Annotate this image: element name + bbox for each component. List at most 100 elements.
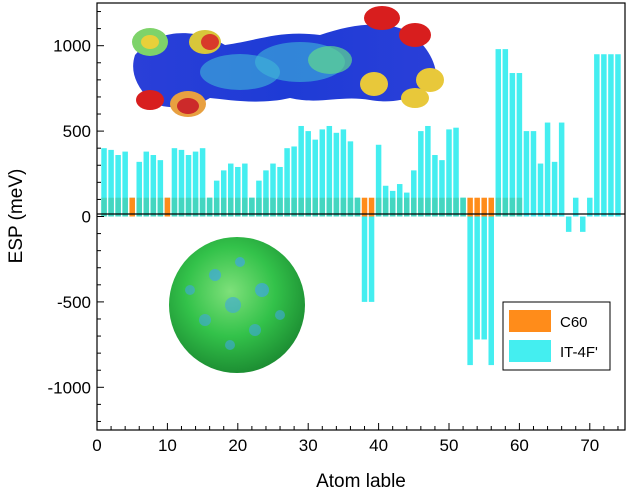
it4f-bar-67 — [565, 216, 572, 232]
c60-bar-56 — [488, 197, 494, 217]
it4f-bar-6 — [136, 161, 142, 217]
overlap-bar-41 — [382, 197, 389, 217]
it4f-bar-24 — [263, 170, 269, 217]
it4f-bar-9 — [157, 160, 164, 217]
overlap-bar-15 — [199, 197, 206, 217]
it4f-bar-12 — [178, 149, 185, 217]
overlap-bar-21 — [242, 197, 248, 217]
overlap-bar-26 — [277, 197, 283, 217]
it4f-bar-40 — [375, 144, 382, 217]
legend-label-it4f: IT-4F' — [560, 344, 598, 361]
c60-bar-5 — [129, 197, 135, 217]
it4f-bar-72 — [601, 54, 607, 217]
ticks-layer: 0 10 20 30 40 50 60 70 -1000 -500 0 500 1000 — [48, 11, 619, 455]
it4f-bar-18 — [220, 170, 227, 217]
overlap-bar-7 — [143, 197, 150, 217]
y-tick-label-500: 500 — [63, 122, 91, 141]
overlap-bar-51 — [453, 197, 459, 217]
it4f-bar-46 — [418, 131, 424, 217]
it4f-bar-62 — [530, 131, 537, 217]
overlap-bar-28 — [291, 197, 297, 217]
overlap-bar-30 — [305, 197, 311, 217]
it4f-bar-21 — [242, 163, 248, 217]
overlap-bar-11 — [171, 197, 178, 217]
c60-bar-55 — [481, 197, 487, 217]
it4f-bar-15 — [199, 148, 206, 217]
c60-surface-image — [169, 237, 305, 373]
molecule-surface-image — [132, 6, 444, 117]
it4f-bar-2 — [108, 149, 114, 217]
y-axis-label: ESP (meV) — [6, 169, 27, 264]
it4f-bar-61 — [523, 131, 530, 217]
overlap-bar-34 — [333, 197, 340, 217]
overlap-bar-29 — [298, 197, 304, 217]
overlap-bar-17 — [213, 197, 220, 217]
it4f-bar-38 — [361, 216, 368, 302]
overlap-bar-24 — [263, 197, 269, 217]
it4f-bar-33 — [326, 125, 333, 217]
overlap-bar-22 — [249, 197, 255, 217]
it4f-bar-55 — [481, 216, 487, 340]
it4f-bar-60 — [516, 73, 523, 217]
it4f-bar-20 — [235, 166, 241, 217]
it4f-bar-13 — [185, 155, 192, 217]
overlap-bar-48 — [432, 197, 438, 217]
it4f-bar-48 — [432, 155, 438, 217]
it4f-bar-34 — [333, 132, 340, 217]
overlap-bar-58 — [502, 197, 509, 217]
it4f-bar-39 — [368, 216, 375, 302]
c60-bar-54 — [474, 197, 480, 217]
overlap-bar-60 — [516, 197, 523, 217]
overlap-bar-45 — [411, 197, 417, 217]
it4f-bar-32 — [319, 129, 326, 217]
it4f-bar-7 — [143, 151, 150, 217]
overlap-bar-2 — [108, 197, 114, 217]
overlap-bar-25 — [270, 197, 276, 217]
it4f-bar-54 — [474, 216, 480, 340]
it4f-bar-26 — [277, 166, 283, 217]
it4f-bar-71 — [594, 54, 600, 217]
c60-bar-39 — [368, 197, 375, 217]
it4f-bar-29 — [298, 125, 304, 217]
legend: C60 IT-4F' — [502, 301, 611, 371]
it4f-bar-58 — [502, 49, 509, 217]
overlap-bar-36 — [347, 197, 354, 217]
it4f-bar-19 — [228, 163, 234, 217]
it4f-bar-14 — [192, 151, 199, 217]
it4f-bar-11 — [171, 148, 178, 217]
legend-swatch-c60 — [509, 310, 551, 332]
y-tick-label-1000: 1000 — [53, 37, 91, 56]
overlap-bar-52 — [460, 197, 466, 217]
overlap-bar-1 — [101, 197, 107, 217]
overlap-bar-31 — [312, 197, 318, 217]
overlap-bar-49 — [439, 197, 445, 217]
overlap-bar-3 — [115, 197, 121, 217]
it4f-bar-25 — [270, 163, 276, 217]
it4f-bar-66 — [558, 122, 565, 217]
overlap-bar-35 — [340, 197, 347, 217]
overlap-bar-50 — [446, 197, 452, 217]
it4f-bar-3 — [115, 155, 121, 217]
it4f-bar-45 — [411, 170, 417, 217]
overlap-bar-32 — [319, 197, 326, 217]
overlap-bar-57 — [495, 197, 502, 217]
c60-bar-10 — [164, 197, 171, 217]
it4f-bar-70 — [587, 197, 593, 217]
y-tick-label-0: 0 — [82, 208, 91, 227]
overlap-bar-20 — [235, 197, 241, 217]
it4f-bar-47 — [425, 125, 431, 217]
overlap-bar-19 — [228, 197, 234, 217]
it4f-bar-51 — [453, 127, 459, 217]
overlap-bar-47 — [425, 197, 431, 217]
it4f-bar-31 — [312, 139, 318, 217]
overlap-bar-59 — [509, 197, 516, 217]
it4f-bar-56 — [488, 216, 494, 366]
overlap-bar-43 — [396, 197, 403, 217]
x-tick-label-10: 10 — [158, 436, 177, 455]
c60-bar-38 — [361, 197, 368, 217]
it4f-bar-27 — [284, 148, 290, 217]
it4f-bar-59 — [509, 73, 516, 217]
x-tick-label-60: 60 — [510, 436, 529, 455]
overlap-bar-18 — [220, 197, 227, 217]
